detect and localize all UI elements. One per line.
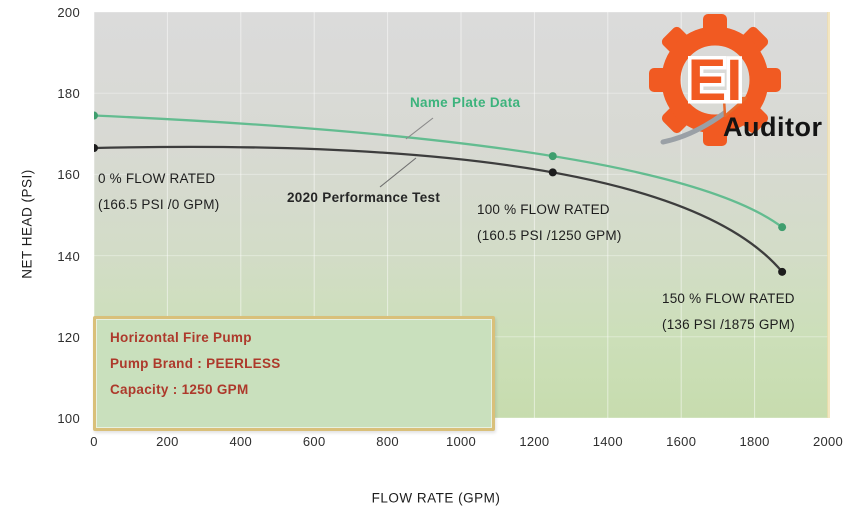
pump-type-text: Horizontal Fire Pump (110, 330, 252, 345)
data-point-marker (778, 223, 787, 232)
x-tick-label: 600 (302, 434, 326, 449)
x-tick-label: 1200 (519, 434, 550, 449)
leader-line-name-plate (405, 117, 434, 140)
annotation-150-percent-flow: 150 % FLOW RATED (136 PSI /1875 GPM) (662, 291, 795, 332)
gear-icon: EI (649, 14, 781, 146)
y-tick-label: 200 (57, 5, 80, 20)
x-tick-label: 200 (156, 434, 179, 449)
y-tick-label: 120 (57, 329, 80, 345)
pump-capacity-text: Capacity : 1250 GPM (110, 382, 249, 397)
series-label-name-plate-data: Name Plate Data (410, 95, 521, 110)
x-tick-label: 1000 (445, 434, 477, 449)
data-point-marker (94, 144, 98, 153)
y-tick-label: 100 (57, 411, 80, 426)
annotation-100-percent-flow: 100 % FLOW RATED (160.5 PSI /1250 GPM) (477, 202, 622, 243)
pump-brand-text: Pump Brand : PEERLESS (110, 356, 281, 371)
x-tick-label: 0 (90, 434, 98, 449)
annotation-title: 100 % FLOW RATED (477, 202, 610, 217)
pump-info-box: Horizontal Fire Pump Pump Brand : PEERLE… (93, 316, 495, 431)
annotation-detail: (160.5 PSI /1250 GPM) (477, 228, 622, 243)
data-point-marker (778, 267, 787, 276)
y-tick-label: 160 (57, 167, 80, 183)
x-tick-label: 1600 (666, 434, 697, 449)
annotation-detail: (136 PSI /1875 GPM) (662, 317, 795, 332)
annotation-detail: (166.5 PSI /0 GPM) (98, 197, 220, 212)
data-point-marker (94, 111, 98, 120)
y-axis-title: NET HEAD (PSI) (19, 169, 35, 279)
x-tick-label: 2000 (812, 434, 844, 449)
y-tick-label: 180 (57, 86, 80, 102)
logo-monogram: EI (688, 48, 743, 113)
annotation-title: 0 % FLOW RATED (98, 171, 216, 186)
x-tick-label: 800 (376, 434, 399, 449)
data-point-marker (548, 168, 557, 177)
x-tick-label: 1800 (739, 434, 770, 449)
x-axis-title: FLOW RATE (GPM) (371, 490, 501, 506)
x-tick-label: 400 (229, 434, 253, 449)
y-tick-label: 140 (57, 248, 80, 264)
annotation-title: 150 % FLOW RATED (662, 291, 795, 306)
leader-line-performance-test (379, 157, 417, 188)
x-tick-label: 1400 (592, 434, 623, 449)
data-point-marker (548, 152, 557, 161)
ei-auditor-logo: EI Auditor (645, 6, 845, 151)
data-curves (94, 111, 787, 276)
annotation-0-percent-flow: 0 % FLOW RATED (166.5 PSI /0 GPM) (98, 171, 219, 212)
series-label-performance-test: 2020 Performance Test (287, 190, 441, 205)
logo-wordmark: Auditor (723, 112, 823, 142)
